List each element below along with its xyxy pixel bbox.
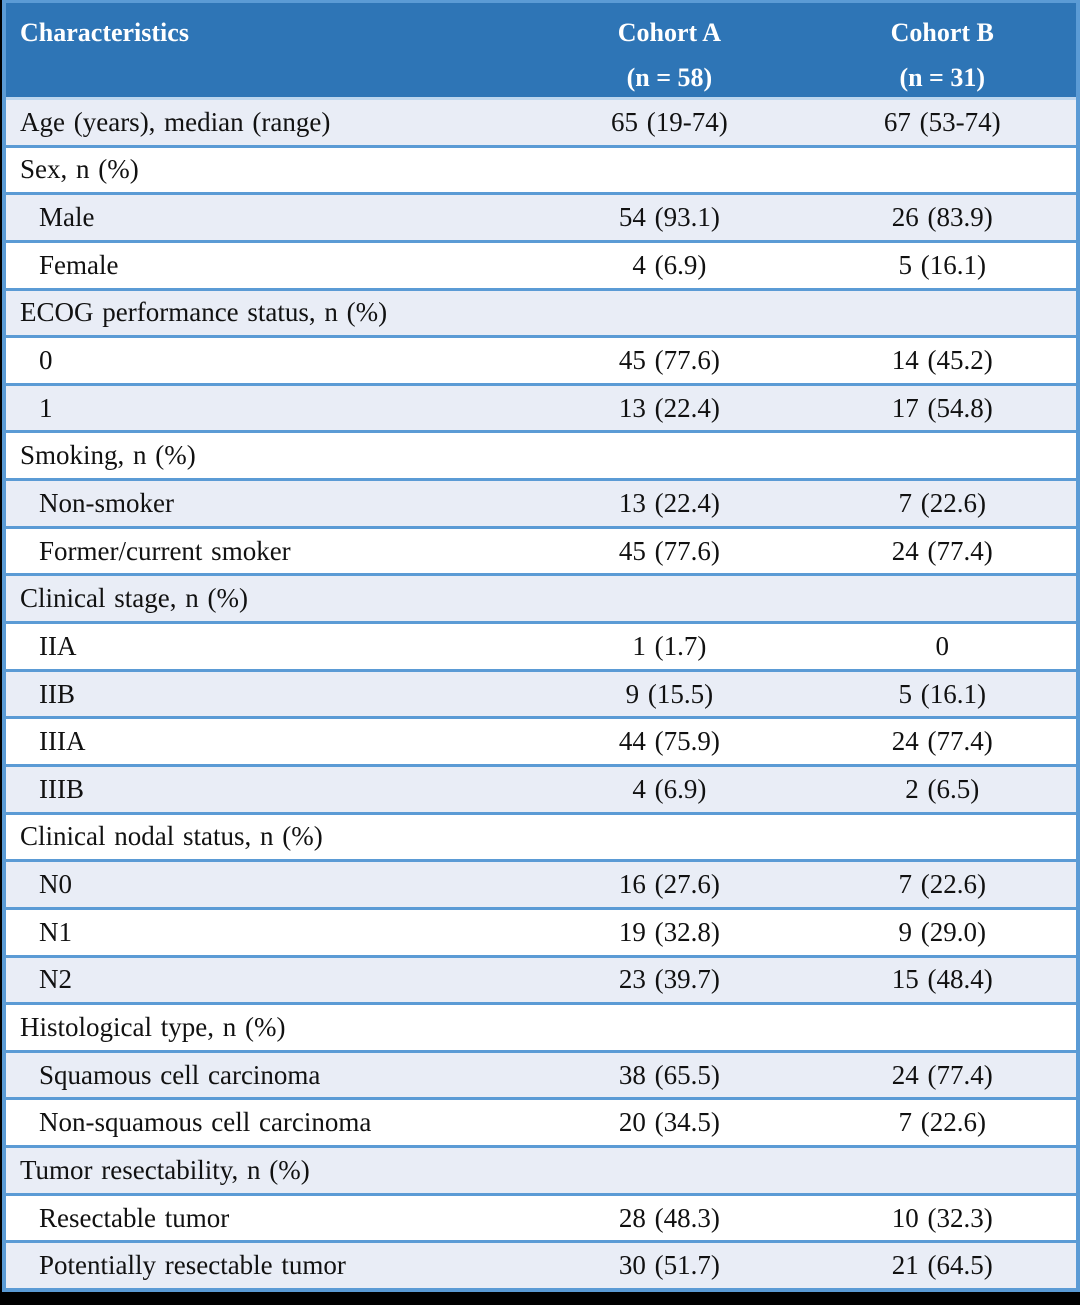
cohort-a-value: 4 (6.9) xyxy=(632,249,707,280)
header-cohort-a-n: (n = 58) xyxy=(626,63,713,92)
cohort-b-value: 7 (22.6) xyxy=(898,869,986,900)
cohort-a-value: 9 (15.5) xyxy=(625,678,714,709)
cohort-b-value: 67 (53-74) xyxy=(883,106,1001,137)
row-label: Female xyxy=(39,249,119,280)
row-label: Non-smoker xyxy=(39,487,174,518)
cohort-b-value: 26 (83.9) xyxy=(891,202,993,233)
table-row: N0 16 (27.6) 7 (22.6) xyxy=(6,859,1076,907)
header-cohort-b: Cohort B (n = 31) xyxy=(808,3,1076,97)
table-row: Sex, n (%) xyxy=(6,144,1076,193)
table-header-row: Characteristics Cohort A (n = 58) Cohort… xyxy=(6,3,1076,100)
row-label: Clinical nodal status, n (%) xyxy=(20,821,323,852)
cohort-b-value: 24 (77.4) xyxy=(891,726,993,757)
cohort-b-value: 7 (22.6) xyxy=(898,487,986,518)
row-label: N2 xyxy=(39,964,72,995)
row-label: N0 xyxy=(39,869,72,900)
table-row: 0 45 (77.6) 14 (45.2) xyxy=(6,335,1076,383)
table-row: IIIA 44 (75.9) 24 (77.4) xyxy=(6,716,1076,764)
cohort-a-value: 54 (93.1) xyxy=(618,202,720,233)
table-row: Non-squamous cell carcinoma 20 (34.5) 7 … xyxy=(6,1097,1076,1146)
header-cohort-b-n: (n = 31) xyxy=(899,63,986,92)
cohort-b-value: 9 (29.0) xyxy=(898,916,986,947)
cohort-a-value: 16 (27.6) xyxy=(618,869,720,900)
cohort-a-value: 65 (19-74) xyxy=(611,106,728,137)
bottom-black-bar xyxy=(0,1292,1080,1305)
cohort-a-value: 38 (65.5) xyxy=(618,1059,720,1090)
row-label: Non-squamous cell carcinoma xyxy=(39,1107,372,1138)
cohort-a-value: 44 (75.9) xyxy=(618,726,720,757)
cohort-b-value: 5 (16.1) xyxy=(898,678,986,709)
cohort-b-value: 24 (77.4) xyxy=(891,1059,993,1090)
table-row: Potentially resectable tumor 30 (51.7) 2… xyxy=(6,1240,1076,1289)
row-label: 0 xyxy=(39,345,53,376)
row-label: IIB xyxy=(39,678,75,709)
cohort-b-value: 14 (45.2) xyxy=(891,345,993,376)
cohort-a-value: 45 (77.6) xyxy=(618,535,720,566)
table-row: Male 54 (93.1) 26 (83.9) xyxy=(6,192,1076,240)
cohort-a-value: 28 (48.3) xyxy=(618,1202,720,1233)
row-label: Smoking, n (%) xyxy=(20,440,196,471)
cohort-a-value: 19 (32.8) xyxy=(618,916,720,947)
table-row: Non-smoker 13 (22.4) 7 (22.6) xyxy=(6,478,1076,526)
cohort-b-value: 24 (77.4) xyxy=(891,535,993,566)
cohort-b-value: 5 (16.1) xyxy=(898,249,986,280)
table-row: Former/current smoker 45 (77.6) 24 (77.4… xyxy=(6,525,1076,574)
row-label: Clinical stage, n (%) xyxy=(20,583,248,614)
cohort-b-value: 15 (48.4) xyxy=(891,964,993,995)
table-row: N2 23 (39.7) 15 (48.4) xyxy=(6,954,1076,1003)
table-row: 1 13 (22.4) 17 (54.8) xyxy=(6,382,1076,431)
cohort-a-value: 13 (22.4) xyxy=(618,392,720,423)
cohort-b-value: 21 (64.5) xyxy=(891,1250,993,1281)
table-row: Squamous cell carcinoma 38 (65.5) 24 (77… xyxy=(6,1049,1076,1098)
table-row: Smoking, n (%) xyxy=(6,430,1076,479)
cohort-a-value: 30 (51.7) xyxy=(618,1250,720,1281)
table-row: Clinical stage, n (%) xyxy=(6,573,1076,622)
table-row: IIA 1 (1.7) 0 xyxy=(6,621,1076,669)
cohort-a-value: 13 (22.4) xyxy=(618,487,720,518)
row-label: Former/current smoker xyxy=(39,535,291,566)
cohort-b-value: 2 (6.5) xyxy=(905,773,980,804)
table-row: Age (years), median (range) 65 (19-74) 6… xyxy=(6,100,1076,145)
table-row: N1 19 (32.8) 9 (29.0) xyxy=(6,906,1076,955)
row-label: 1 xyxy=(39,392,53,423)
cohort-b-value: 0 xyxy=(935,630,949,661)
row-label: ECOG performance status, n (%) xyxy=(20,297,388,328)
table-row: Resectable tumor 28 (48.3) 10 (32.3) xyxy=(6,1192,1076,1241)
cohort-a-value: 4 (6.9) xyxy=(632,773,707,804)
header-characteristics: Characteristics xyxy=(6,3,530,97)
cohort-a-value: 1 (1.7) xyxy=(632,630,707,661)
header-cohort-a-title: Cohort A xyxy=(617,18,722,47)
row-label: Potentially resectable tumor xyxy=(39,1250,346,1281)
header-characteristics-label: Characteristics xyxy=(20,18,189,47)
header-cohort-b-title: Cohort B xyxy=(890,18,994,47)
row-label: Male xyxy=(39,202,95,233)
cohort-b-value: 17 (54.8) xyxy=(891,392,993,423)
header-cohort-a: Cohort A (n = 58) xyxy=(530,3,808,97)
table-row: IIIB 4 (6.9) 2 (6.5) xyxy=(6,763,1076,812)
row-label: IIA xyxy=(39,630,77,661)
row-label: Histological type, n (%) xyxy=(20,1011,286,1042)
table-row: ECOG performance status, n (%) xyxy=(6,287,1076,336)
table-row: Tumor resectability, n (%) xyxy=(6,1145,1076,1193)
row-label: Tumor resectability, n (%) xyxy=(20,1154,310,1185)
cohort-b-value: 10 (32.3) xyxy=(891,1202,993,1233)
row-label: Age (years), median (range) xyxy=(20,106,331,137)
row-label: Resectable tumor xyxy=(39,1202,230,1233)
row-label: N1 xyxy=(39,916,72,947)
row-label: Sex, n (%) xyxy=(20,154,139,185)
table-row: Histological type, n (%) xyxy=(6,1002,1076,1050)
table-body: Age (years), median (range) 65 (19-74) 6… xyxy=(6,100,1076,1289)
cohort-a-value: 45 (77.6) xyxy=(618,345,720,376)
table-row: Clinical nodal status, n (%) xyxy=(6,811,1076,860)
cohort-a-value: 20 (34.5) xyxy=(618,1107,720,1138)
row-label: Squamous cell carcinoma xyxy=(39,1059,321,1090)
row-label: IIIA xyxy=(39,726,86,757)
row-label: IIIB xyxy=(39,773,84,804)
cohort-b-value: 7 (22.6) xyxy=(898,1107,986,1138)
table-row: IIB 9 (15.5) 5 (16.1) xyxy=(6,668,1076,717)
table-row: Female 4 (6.9) 5 (16.1) xyxy=(6,239,1076,288)
cohort-a-value: 23 (39.7) xyxy=(618,964,720,995)
